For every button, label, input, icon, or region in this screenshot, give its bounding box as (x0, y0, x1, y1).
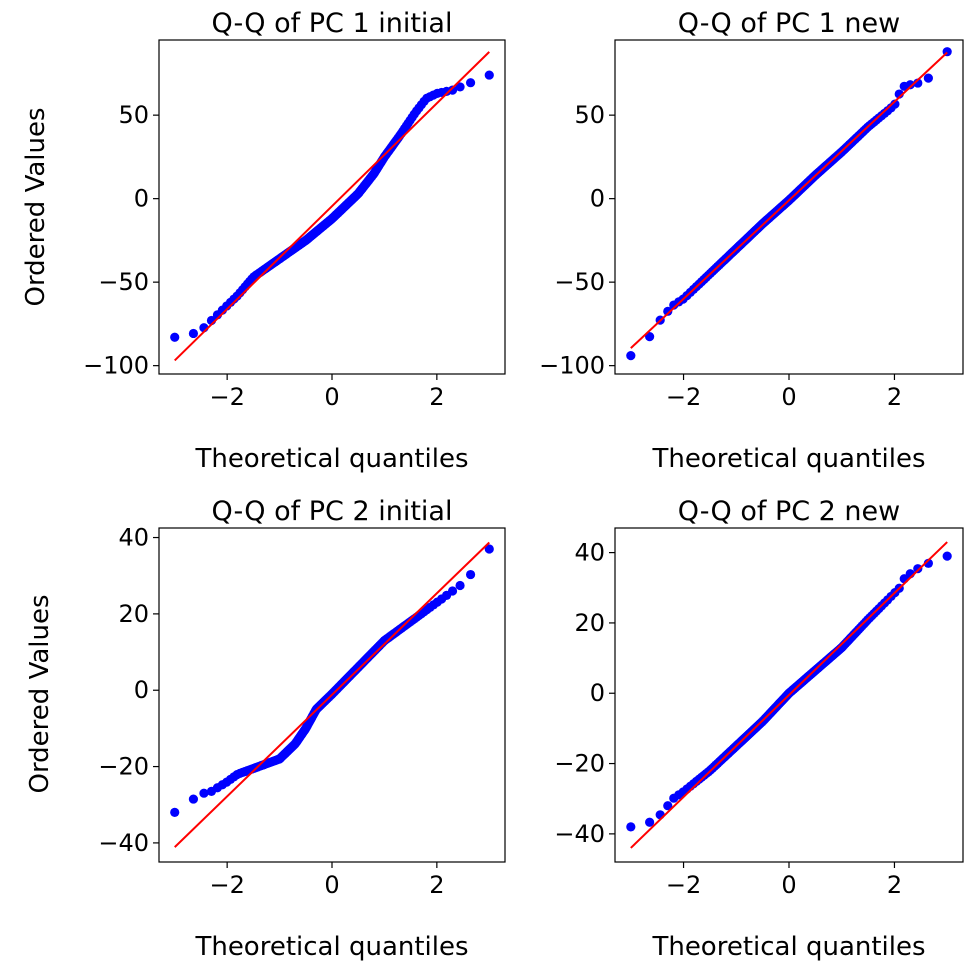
y-tick-label: −20 (554, 750, 605, 778)
data-point (913, 564, 923, 574)
data-point (942, 551, 952, 561)
qq-panel-pc2-new: Q-Q of PC 2 new−2 0 2−40−2002040Theoretica… (554, 496, 964, 962)
x-tick-label: 0 (324, 383, 339, 411)
data-point (188, 328, 199, 339)
y-axis-label-row-2: Ordered Values (25, 594, 55, 793)
y-tick-label: 0 (134, 676, 149, 704)
y-tick-label: 50 (574, 101, 605, 129)
y-tick-label: −100 (539, 352, 605, 380)
panel-title: Q-Q of PC 1 initial (212, 8, 453, 39)
x-axis-label: Theoretical quantiles (194, 932, 468, 962)
panel-title: Q-Q of PC 2 initial (212, 496, 453, 527)
qq-panel-pc1-initial: Q-Q of PC 1 initial −2 0 2 −100 −50 0 50 Theoret… (83, 8, 506, 474)
y-tick-label: −40 (98, 829, 149, 857)
data-point (663, 306, 673, 316)
y-tick-label: −40 (554, 820, 605, 848)
data-point (447, 85, 458, 95)
data-point (645, 332, 655, 342)
data-point (923, 558, 933, 568)
data-point (455, 580, 465, 591)
x-tick-label: 2 (429, 383, 444, 411)
x-axis-label: Theoretical quantiles (651, 444, 925, 474)
y-tick-label: −50 (98, 268, 149, 296)
y-tick-label: 40 (574, 539, 605, 567)
data-point (199, 788, 209, 798)
x-tick-label: 2 (429, 871, 444, 899)
y-tick-label: 20 (118, 600, 149, 628)
data-point (455, 82, 465, 92)
x-tick-label: 0 (781, 871, 796, 899)
x-tick-label: −2 (209, 383, 244, 411)
data-point (626, 351, 636, 361)
y-tick-label: −50 (554, 268, 605, 296)
x-tick-label: 0 (324, 871, 339, 899)
panel-title: Q-Q of PC 2 new (678, 496, 900, 527)
plot-frame (614, 39, 964, 375)
x-axis-label: Theoretical quantiles (194, 444, 468, 474)
fit-line (630, 51, 948, 349)
x-tick-label: −2 (666, 383, 701, 411)
y-tick-label: 0 (590, 185, 605, 213)
data-point (465, 569, 476, 580)
qq-panel-pc2-initial: Q-Q of PC 2 initial−2 0 2−40−2002040Theore… (98, 496, 506, 962)
y-tick-label: −100 (83, 352, 149, 380)
panel-title: Q-Q of PC 1 new (678, 8, 900, 39)
y-tick-label: 50 (118, 101, 149, 129)
data-point (170, 807, 180, 817)
data-point (923, 73, 933, 83)
data-point (465, 78, 476, 88)
y-tick-label: −20 (98, 753, 149, 781)
fit-line (630, 541, 948, 849)
qq-panel-pc1-new: Q-Q of PC 1 new −2 0 2 −100 −50 0 50 Theoretical… (539, 8, 964, 474)
data-point (188, 794, 199, 804)
data-point (905, 80, 915, 90)
x-tick-label: −2 (666, 871, 701, 899)
x-tick-label: 0 (781, 383, 796, 411)
data-point (484, 70, 494, 80)
data-point (447, 586, 458, 596)
data-point (890, 99, 900, 109)
data-point (645, 817, 655, 827)
data-point (655, 810, 665, 820)
y-axis-label-row-1: Ordered Values (21, 107, 51, 306)
y-tick-label: 20 (574, 609, 605, 637)
y-tick-label: 0 (590, 679, 605, 707)
y-tick-label: 0 (134, 185, 149, 213)
x-tick-label: −2 (209, 871, 244, 899)
fit-line (174, 51, 490, 362)
x-tick-label: 2 (887, 383, 902, 411)
data-point (170, 332, 180, 342)
x-axis-label: Theoretical quantiles (651, 932, 925, 962)
x-tick-label: 2 (887, 871, 902, 899)
data-points (626, 551, 952, 832)
y-tick-label: 40 (118, 524, 149, 552)
data-point (663, 801, 673, 811)
data-point (626, 822, 636, 832)
fit-line (174, 541, 490, 848)
data-point (484, 544, 494, 554)
